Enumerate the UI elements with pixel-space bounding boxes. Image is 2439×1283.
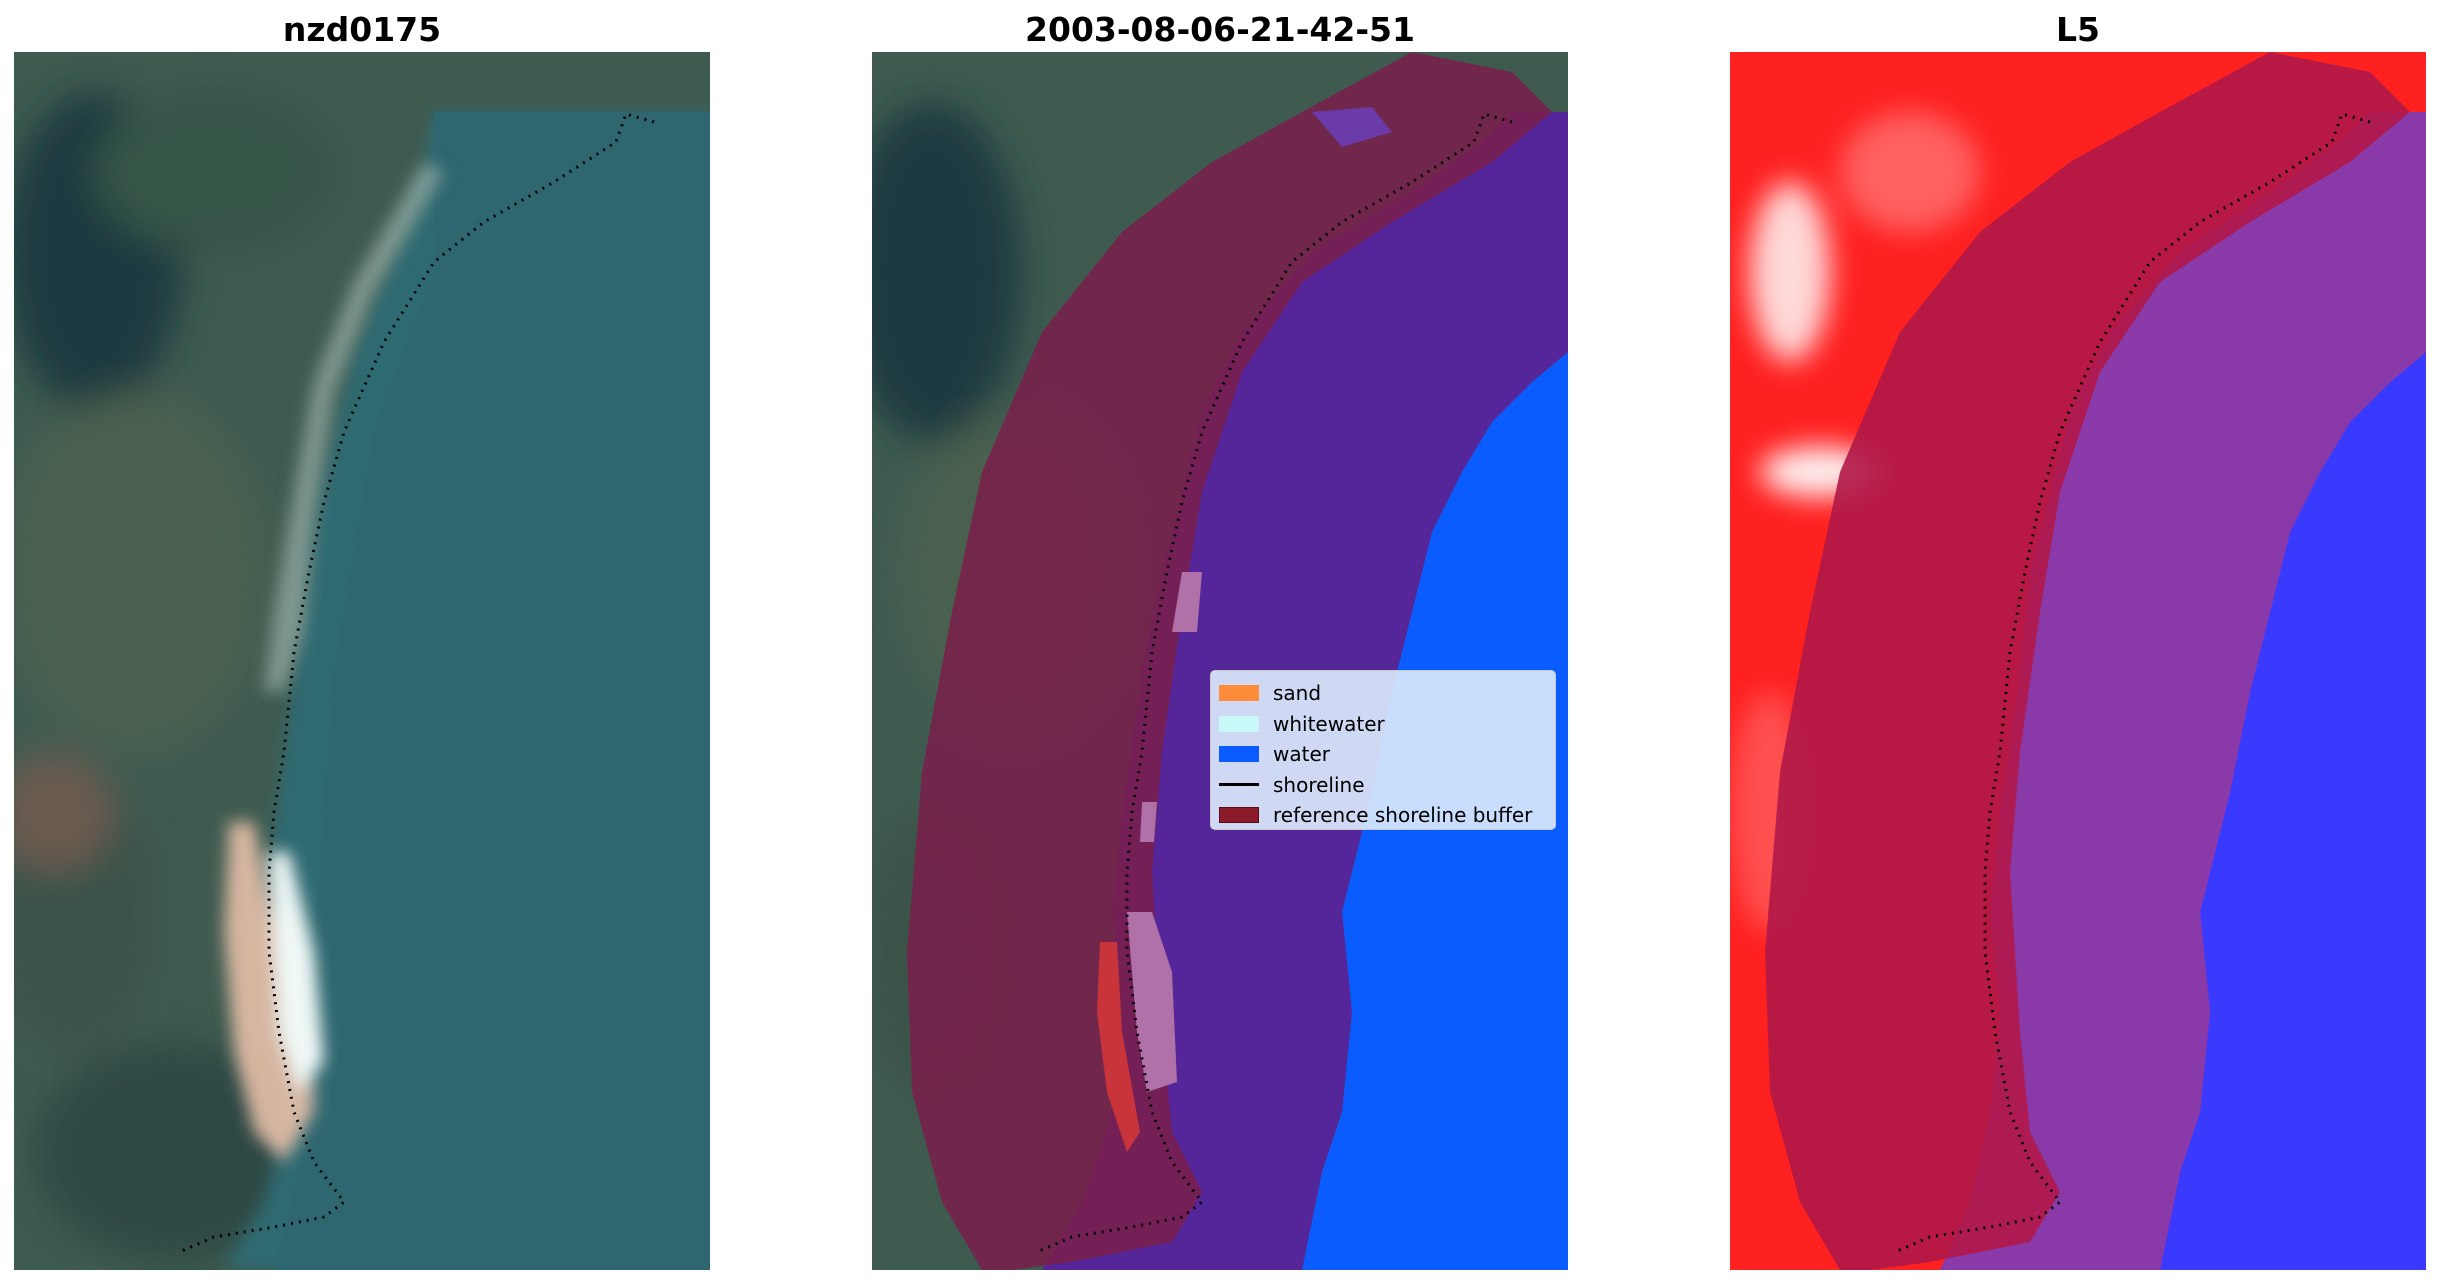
sand-patch	[1097, 942, 1140, 1152]
panel-title-index: L5	[2056, 10, 2100, 49]
whitewater-patch	[1127, 912, 1177, 1092]
rgb-image-panel	[14, 52, 710, 1270]
legend-item-shoreline: shoreline	[1219, 770, 1555, 801]
reference-shoreline-buffer	[907, 52, 1552, 1270]
rgb-satellite-image	[14, 52, 710, 1270]
buffer-swatch	[1219, 807, 1259, 824]
classified-image	[872, 52, 1568, 1270]
panel-title-classified: 2003-08-06-21-42-51	[1025, 10, 1415, 49]
legend-item-whitewater: whitewater	[1219, 709, 1555, 740]
legend-item-buffer: reference shoreline buffer	[1219, 800, 1555, 831]
panel-title-rgb: nzd0175	[282, 10, 442, 49]
legend-label: sand	[1273, 681, 1322, 706]
shoreline-swatch	[1219, 783, 1259, 787]
whitewater-swatch	[1219, 715, 1259, 732]
legend-label: shoreline	[1273, 772, 1365, 797]
index-image	[1730, 52, 2426, 1270]
legend-item-sand: sand	[1219, 678, 1555, 709]
negative-index-region	[2160, 352, 2426, 1270]
legend-label: whitewater	[1273, 711, 1385, 736]
legend-label: reference shoreline buffer	[1273, 803, 1533, 828]
legend-item-water: water	[1219, 739, 1555, 770]
legend-label: water	[1273, 742, 1330, 767]
index-image-panel	[1730, 52, 2426, 1270]
water-swatch	[1219, 746, 1259, 763]
sand-swatch	[1219, 685, 1259, 702]
classified-image-panel	[872, 52, 1568, 1270]
legend: sand whitewater water shoreline referenc…	[1210, 670, 1556, 830]
